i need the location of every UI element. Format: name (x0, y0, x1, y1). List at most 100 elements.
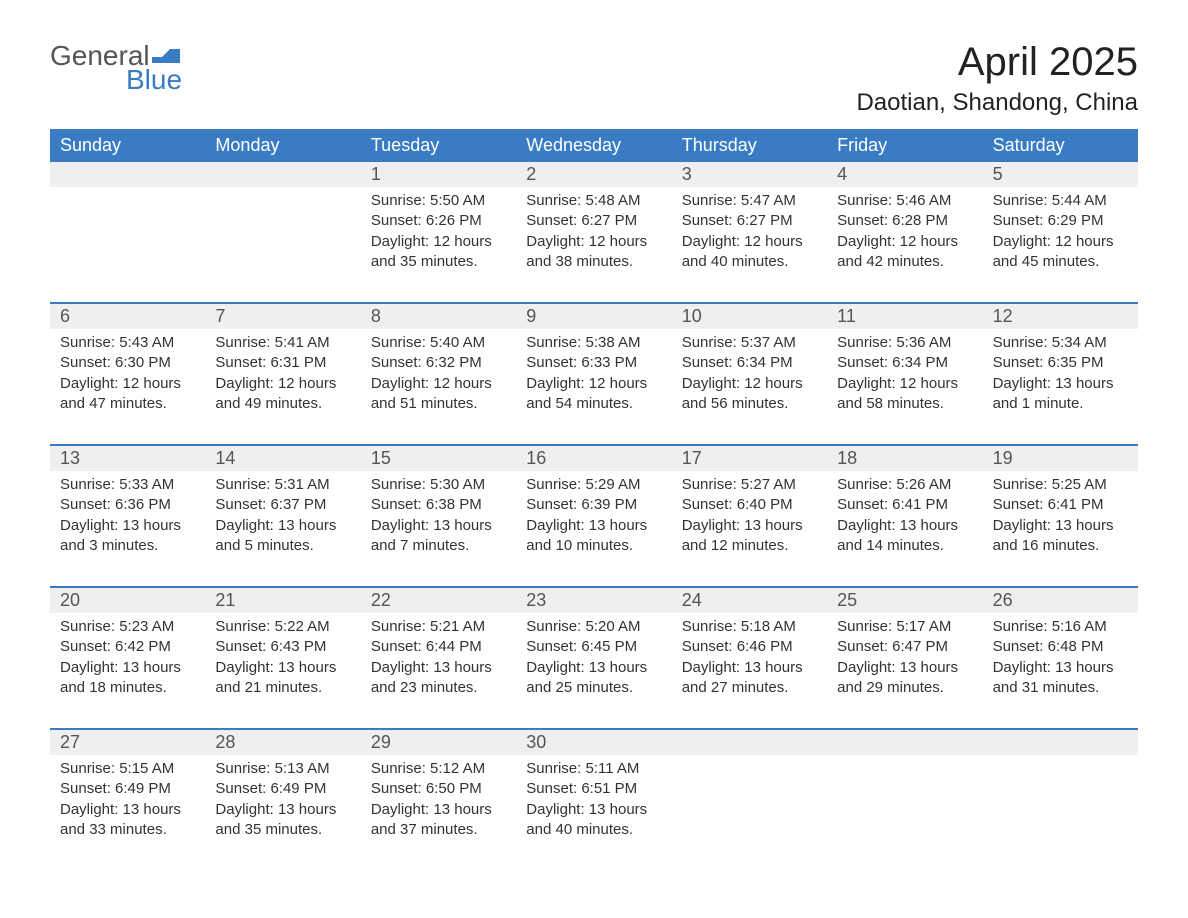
sunset-text: Sunset: 6:47 PM (837, 637, 972, 657)
day-cell (827, 755, 982, 858)
daylight1-text: Daylight: 13 hours (837, 516, 972, 536)
day-cell: Sunrise: 5:31 AMSunset: 6:37 PMDaylight:… (205, 471, 360, 574)
daylight2-text: and 56 minutes. (682, 394, 817, 414)
daylight1-text: Daylight: 13 hours (371, 800, 506, 820)
day-number: 12 (983, 304, 1138, 329)
daylight2-text: and 35 minutes. (371, 252, 506, 272)
daylight1-text: Daylight: 13 hours (993, 658, 1128, 678)
day-cell: Sunrise: 5:22 AMSunset: 6:43 PMDaylight:… (205, 613, 360, 716)
sunset-text: Sunset: 6:41 PM (993, 495, 1128, 515)
day-number: 24 (672, 588, 827, 613)
sunrise-text: Sunrise: 5:37 AM (682, 333, 817, 353)
daylight2-text: and 12 minutes. (682, 536, 817, 556)
sunrise-text: Sunrise: 5:40 AM (371, 333, 506, 353)
sunrise-text: Sunrise: 5:30 AM (371, 475, 506, 495)
day-number: 13 (50, 446, 205, 471)
daylight1-text: Daylight: 13 hours (371, 516, 506, 536)
daylight2-text: and 42 minutes. (837, 252, 972, 272)
day-header-row: SundayMondayTuesdayWednesdayThursdayFrid… (50, 129, 1138, 162)
day-cell: Sunrise: 5:13 AMSunset: 6:49 PMDaylight:… (205, 755, 360, 858)
sunrise-text: Sunrise: 5:11 AM (526, 759, 661, 779)
day-header-cell: Tuesday (361, 129, 516, 162)
sunrise-text: Sunrise: 5:48 AM (526, 191, 661, 211)
day-cell: Sunrise: 5:44 AMSunset: 6:29 PMDaylight:… (983, 187, 1138, 290)
day-cell: Sunrise: 5:26 AMSunset: 6:41 PMDaylight:… (827, 471, 982, 574)
day-number: 9 (516, 304, 671, 329)
daylight2-text: and 47 minutes. (60, 394, 195, 414)
calendar: SundayMondayTuesdayWednesdayThursdayFrid… (50, 129, 1138, 858)
day-cell: Sunrise: 5:23 AMSunset: 6:42 PMDaylight:… (50, 613, 205, 716)
sunset-text: Sunset: 6:29 PM (993, 211, 1128, 231)
day-number: 23 (516, 588, 671, 613)
week-number-row: 27282930 (50, 728, 1138, 755)
day-cell: Sunrise: 5:12 AMSunset: 6:50 PMDaylight:… (361, 755, 516, 858)
sunset-text: Sunset: 6:33 PM (526, 353, 661, 373)
sunrise-text: Sunrise: 5:18 AM (682, 617, 817, 637)
sunset-text: Sunset: 6:40 PM (682, 495, 817, 515)
day-cell: Sunrise: 5:37 AMSunset: 6:34 PMDaylight:… (672, 329, 827, 432)
daylight1-text: Daylight: 13 hours (60, 516, 195, 536)
daylight2-text: and 31 minutes. (993, 678, 1128, 698)
sunset-text: Sunset: 6:46 PM (682, 637, 817, 657)
sunrise-text: Sunrise: 5:31 AM (215, 475, 350, 495)
day-number: 29 (361, 730, 516, 755)
sunset-text: Sunset: 6:36 PM (60, 495, 195, 515)
day-number: 20 (50, 588, 205, 613)
daylight2-text: and 27 minutes. (682, 678, 817, 698)
page-title: April 2025 (856, 40, 1138, 85)
day-number: 10 (672, 304, 827, 329)
daylight1-text: Daylight: 13 hours (526, 800, 661, 820)
day-number: 4 (827, 162, 982, 187)
week-content-row: Sunrise: 5:43 AMSunset: 6:30 PMDaylight:… (50, 329, 1138, 432)
day-cell: Sunrise: 5:33 AMSunset: 6:36 PMDaylight:… (50, 471, 205, 574)
sunrise-text: Sunrise: 5:26 AM (837, 475, 972, 495)
day-number: 19 (983, 446, 1138, 471)
daylight1-text: Daylight: 13 hours (215, 658, 350, 678)
daylight2-text: and 40 minutes. (682, 252, 817, 272)
day-header-cell: Monday (205, 129, 360, 162)
day-number (50, 162, 205, 187)
day-number (672, 730, 827, 755)
daylight2-text: and 45 minutes. (993, 252, 1128, 272)
day-number (983, 730, 1138, 755)
daylight1-text: Daylight: 12 hours (682, 374, 817, 394)
daylight1-text: Daylight: 13 hours (837, 658, 972, 678)
sunset-text: Sunset: 6:31 PM (215, 353, 350, 373)
day-number: 27 (50, 730, 205, 755)
sunrise-text: Sunrise: 5:38 AM (526, 333, 661, 353)
logo-text-blue: Blue (126, 64, 182, 96)
daylight1-text: Daylight: 12 hours (837, 232, 972, 252)
day-number: 16 (516, 446, 671, 471)
day-cell (50, 187, 205, 290)
daylight2-text: and 38 minutes. (526, 252, 661, 272)
title-block: April 2025 Daotian, Shandong, China (856, 40, 1138, 117)
day-cell: Sunrise: 5:18 AMSunset: 6:46 PMDaylight:… (672, 613, 827, 716)
daylight1-text: Daylight: 12 hours (993, 232, 1128, 252)
sunrise-text: Sunrise: 5:15 AM (60, 759, 195, 779)
sunrise-text: Sunrise: 5:21 AM (371, 617, 506, 637)
day-number: 3 (672, 162, 827, 187)
daylight1-text: Daylight: 13 hours (993, 374, 1128, 394)
week-content-row: Sunrise: 5:15 AMSunset: 6:49 PM Daylight:… (50, 755, 1138, 858)
sunrise-text: Sunrise: 5:23 AM (60, 617, 195, 637)
day-cell: Sunrise: 5:41 AMSunset: 6:31 PMDaylight:… (205, 329, 360, 432)
day-number: 6 (50, 304, 205, 329)
week-number-row: 20212223242526 (50, 586, 1138, 613)
sunrise-text: Sunrise: 5:34 AM (993, 333, 1128, 353)
day-header-cell: Thursday (672, 129, 827, 162)
day-number: 28 (205, 730, 360, 755)
day-number: 30 (516, 730, 671, 755)
sunset-text: Sunset: 6:38 PM (371, 495, 506, 515)
sunrise-text: Sunrise: 5:36 AM (837, 333, 972, 353)
day-cell: Sunrise: 5:27 AMSunset: 6:40 PMDaylight:… (672, 471, 827, 574)
sunrise-text: Sunrise: 5:27 AM (682, 475, 817, 495)
daylight2-text: and 16 minutes. (993, 536, 1128, 556)
day-cell: Sunrise: 5:17 AMSunset: 6:47 PMDaylight:… (827, 613, 982, 716)
day-cell: Sunrise: 5:38 AMSunset: 6:33 PMDaylight:… (516, 329, 671, 432)
sunrise-text: Sunrise: 5:41 AM (215, 333, 350, 353)
sunset-text: Sunset: 6:49 PM (60, 779, 195, 799)
daylight1-text: Daylight: 12 hours (371, 232, 506, 252)
daylight2-text: and 14 minutes. (837, 536, 972, 556)
location-subtitle: Daotian, Shandong, China (856, 89, 1138, 117)
daylight2-text: and 51 minutes. (371, 394, 506, 414)
